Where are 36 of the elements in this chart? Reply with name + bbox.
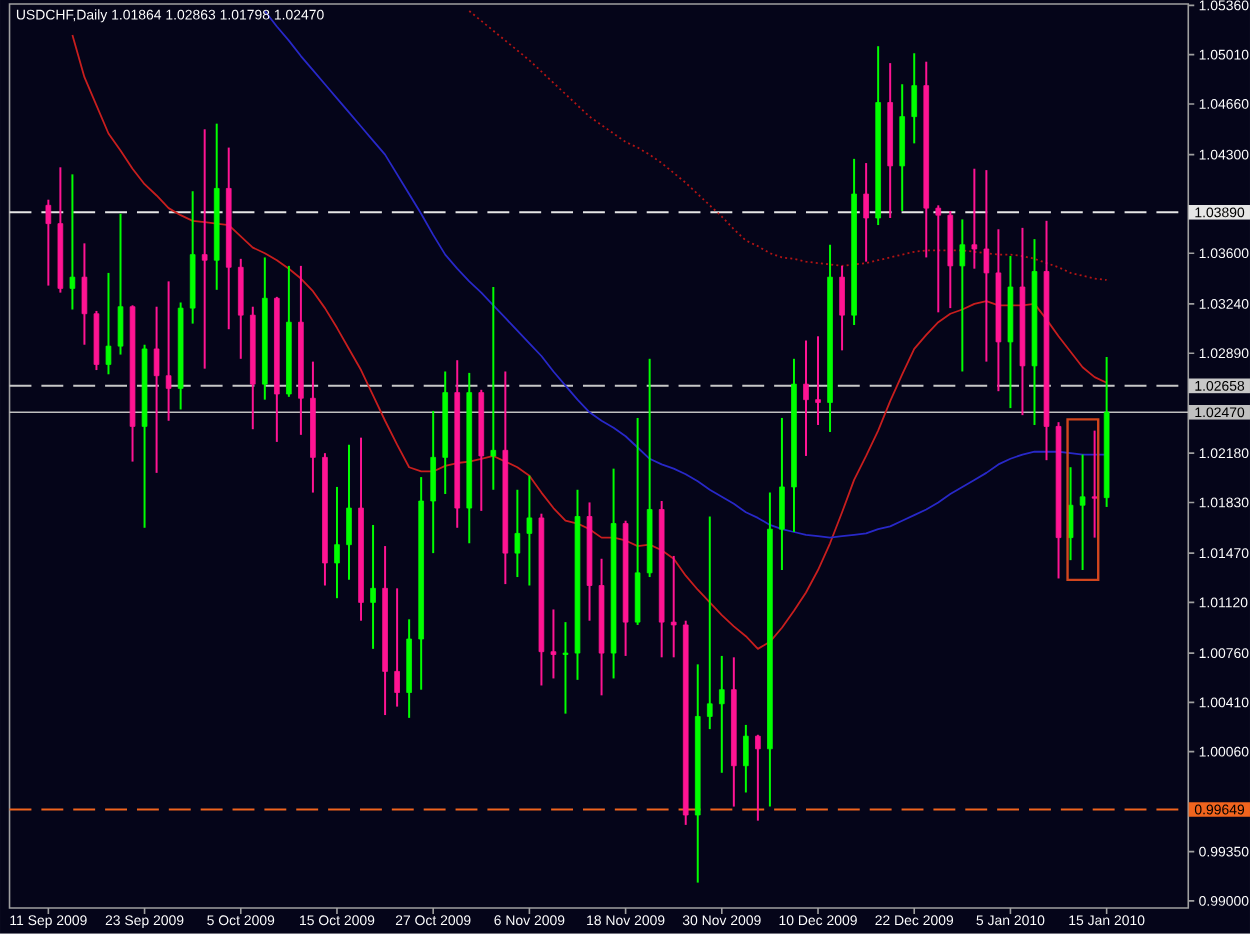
candlestick <box>430 409 436 555</box>
candlestick <box>201 128 208 370</box>
candlestick <box>105 271 112 376</box>
candlestick <box>803 339 809 458</box>
candlestick <box>706 515 713 731</box>
candlestick <box>346 443 352 581</box>
candlestick <box>1091 429 1098 539</box>
candlestick <box>514 488 521 579</box>
candlestick <box>153 305 160 474</box>
candlestick <box>1079 453 1086 572</box>
candlestick <box>394 587 400 708</box>
candlestick <box>81 242 88 346</box>
candlestick <box>490 286 497 491</box>
candlestick <box>526 474 533 587</box>
candlestick <box>550 608 557 680</box>
candlestick <box>911 52 918 145</box>
candlestick <box>815 335 821 427</box>
candlestick <box>863 162 869 263</box>
candlestick <box>959 218 966 373</box>
candlestick <box>370 524 376 650</box>
candlestick <box>839 264 845 352</box>
candlestick <box>779 417 785 572</box>
candlestick <box>755 733 761 822</box>
candlestick <box>45 198 52 287</box>
candlestick <box>69 173 76 311</box>
candlestick <box>935 204 942 314</box>
candlestick <box>719 654 725 774</box>
candlestick <box>117 212 124 356</box>
candlestick <box>237 257 244 360</box>
candlestick <box>334 486 340 600</box>
candlestick <box>670 555 677 659</box>
candlestick <box>562 621 569 715</box>
candlestick <box>743 723 749 794</box>
candlestick <box>165 280 172 422</box>
candlestick <box>971 167 978 270</box>
candlestick <box>983 169 990 363</box>
